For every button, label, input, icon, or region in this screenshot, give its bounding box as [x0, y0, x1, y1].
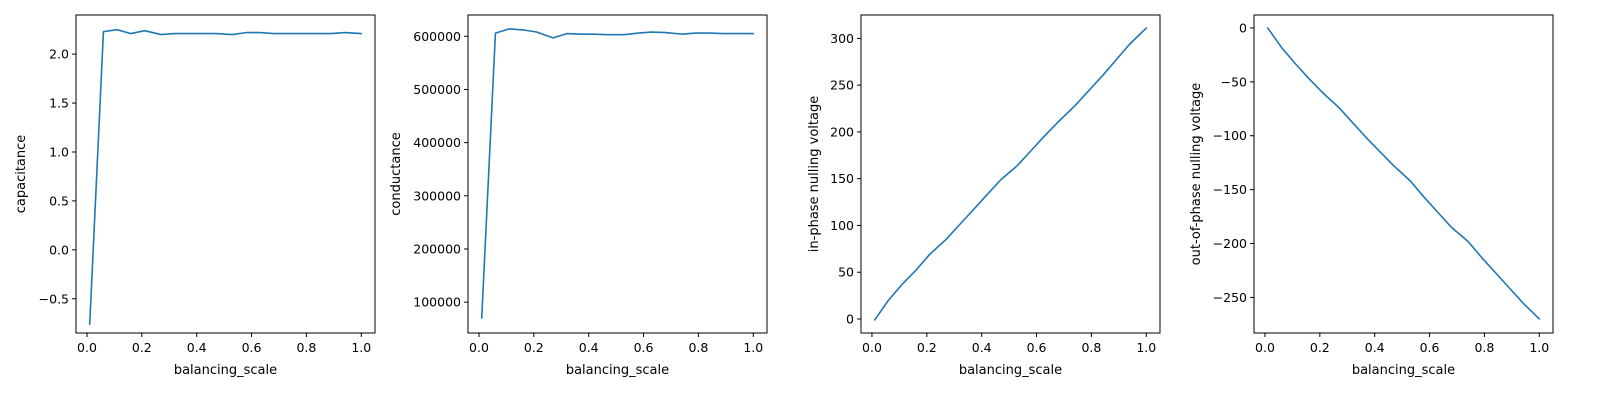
y-tick-label: 1.5: [49, 96, 69, 111]
y-axis-label: conductance: [389, 132, 404, 215]
x-axis-label: balancing_scale: [174, 363, 277, 378]
y-tick-label: −250: [1213, 290, 1247, 305]
y-tick-label: 400000: [413, 135, 461, 150]
x-tick-label: 1.0: [743, 340, 763, 355]
x-tick-label: 0.8: [688, 340, 708, 355]
x-tick-label: 0.0: [862, 340, 882, 355]
x-tick-label: 0.0: [469, 340, 489, 355]
y-tick-label: 200: [830, 124, 854, 139]
y-tick-label: 300000: [413, 188, 461, 203]
y-axis-label: capacitance: [14, 135, 29, 214]
x-tick-label: 0.8: [1081, 340, 1101, 355]
y-tick-label: −50: [1221, 74, 1247, 89]
x-tick-label: 0.8: [1474, 340, 1494, 355]
y-tick-label: 0: [846, 311, 854, 326]
x-tick-label: 0.0: [1255, 340, 1275, 355]
y-tick-label: −100: [1213, 128, 1247, 143]
y-tick-label: 100000: [413, 295, 461, 310]
x-tick-label: 1.0: [1529, 340, 1549, 355]
y-tick-label: 0: [1239, 20, 1247, 35]
x-tick-label: 0.4: [579, 340, 599, 355]
y-tick-label: 150: [830, 171, 854, 186]
chart-panel-4: 0.0 0.2 0.4 0.6 0.8 1.0 −250 −200 −150 −100 −50 0 ba…: [1189, 14, 1554, 378]
plot-frame: [1253, 14, 1554, 334]
series-line: [873, 27, 1148, 321]
plot-frame: [860, 14, 1161, 334]
y-tick-label: 1.0: [49, 144, 69, 159]
y-tick-label: −150: [1213, 182, 1247, 197]
x-axis-label: balancing_scale: [1352, 363, 1455, 378]
series-line: [1266, 27, 1541, 320]
x-tick-label: 1.0: [351, 340, 371, 355]
y-tick-label: −200: [1213, 236, 1247, 251]
plot-frame: [75, 14, 376, 334]
x-axis-label: balancing_scale: [959, 363, 1062, 378]
x-axis-label: balancing_scale: [566, 363, 669, 378]
y-tick-label: 500000: [413, 82, 461, 97]
x-tick-label: 1.0: [1136, 340, 1156, 355]
x-tick-label: 0.4: [972, 340, 992, 355]
plot-frame: [467, 14, 768, 334]
x-tick-label: 0.2: [524, 340, 544, 355]
chart-panel-3: 0.0 0.2 0.4 0.6 0.8 1.0 0 50 100 150 200 250 300 bala…: [807, 14, 1161, 378]
y-tick-label: 250: [830, 78, 854, 93]
y-tick-label: 0.5: [49, 193, 69, 208]
x-tick-label: 0.8: [296, 340, 316, 355]
y-tick-label: 50: [838, 265, 854, 280]
chart-panel-1: 0.0 0.2 0.4 0.6 0.8 1.0 −0.5 0.0 0.5 1.0 1.5 2.0 bal…: [14, 14, 376, 378]
x-tick-label: 0.6: [634, 340, 654, 355]
x-tick-label: 0.2: [132, 340, 152, 355]
y-axis-label: out-of-phase nulling voltage: [1189, 83, 1204, 266]
y-tick-label: 2.0: [49, 47, 69, 62]
y-tick-label: 0.0: [49, 242, 69, 257]
x-tick-label: 0.4: [187, 340, 207, 355]
x-tick-label: 0.2: [1310, 340, 1330, 355]
series-line: [88, 28, 363, 325]
x-tick-label: 0.6: [1420, 340, 1440, 355]
y-axis-label: in-phase nulling voltage: [807, 96, 822, 252]
x-tick-label: 0.6: [242, 340, 262, 355]
series-line: [480, 28, 755, 319]
y-tick-label: 100: [830, 218, 854, 233]
y-tick-label: 600000: [413, 29, 461, 44]
y-tick-label: 300: [830, 31, 854, 46]
x-tick-label: 0.4: [1365, 340, 1385, 355]
y-tick-label: 200000: [413, 241, 461, 256]
x-tick-label: 0.0: [77, 340, 97, 355]
y-tick-label: −0.5: [39, 291, 69, 306]
chart-panel-2: 0.0 0.2 0.4 0.6 0.8 1.0 100000 200000 300000 4000…: [389, 14, 768, 378]
x-tick-label: 0.2: [917, 340, 937, 355]
x-tick-label: 0.6: [1027, 340, 1047, 355]
